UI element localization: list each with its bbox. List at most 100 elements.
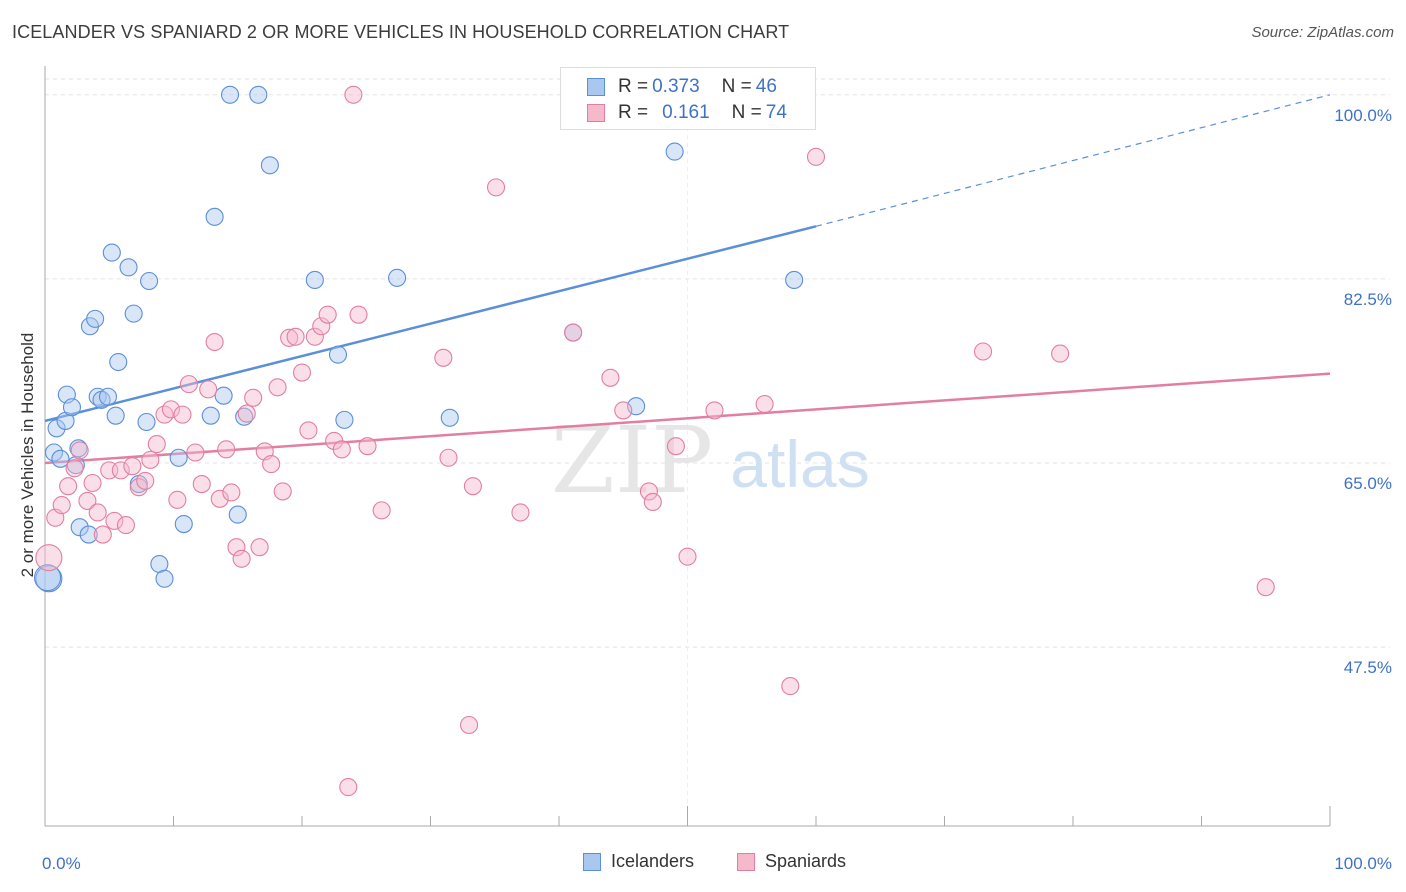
point-icelander	[440, 408, 459, 427]
point-spaniard	[643, 492, 662, 511]
legend-n-label: N =	[731, 102, 762, 123]
point-icelander	[140, 271, 159, 291]
point-spaniard	[83, 473, 102, 493]
tick-labels: 47.5% 65.0% 82.5% 100.0% 0.0% 100.0%	[42, 106, 1392, 873]
data-points	[34, 85, 1275, 797]
point-spaniard	[136, 471, 155, 490]
point-spaniard	[250, 538, 269, 557]
point-spaniard	[88, 503, 107, 522]
watermark-atlas: atlas	[730, 427, 869, 501]
y-axis-label: 2 or more Vehicles in Household	[18, 332, 37, 578]
point-spaniard	[273, 482, 292, 501]
point-spaniard	[179, 375, 198, 394]
point-spaniard	[678, 547, 697, 566]
legend-n-value: 46	[755, 76, 777, 97]
point-spaniard	[349, 305, 368, 324]
legend-item-icelanders[interactable]: Icelanders	[583, 851, 694, 872]
point-icelander	[214, 386, 233, 405]
point-spaniard	[705, 401, 724, 420]
point-spaniard	[147, 435, 166, 454]
y-tick-label: 65.0%	[1344, 474, 1392, 493]
point-spaniard	[292, 363, 312, 382]
point-icelander	[62, 398, 82, 417]
point-spaniard	[332, 440, 351, 459]
point-icelander	[305, 270, 324, 290]
legend-swatch-spaniards	[737, 852, 755, 871]
legend-n-label: N =	[721, 76, 752, 97]
legend-r-value: 0.373	[652, 76, 700, 97]
legend-item-spaniards[interactable]: Spaniards	[737, 851, 846, 872]
point-icelander	[106, 406, 125, 425]
point-spaniard	[205, 332, 224, 352]
point-spaniard	[286, 327, 305, 346]
stats-legend: R = 0.373 N = 46 R = 0.161 N = 74	[560, 67, 816, 130]
legend-swatch-spaniards	[587, 104, 605, 122]
legend-swatch-icelanders	[587, 78, 605, 96]
legend-r-value: 0.161	[662, 102, 710, 123]
y-tick-label: 82.5%	[1344, 290, 1392, 309]
point-spaniard	[601, 368, 620, 387]
point-spaniard	[123, 457, 142, 476]
legend-n-value: 74	[765, 102, 787, 123]
trend-lines	[44, 94, 1331, 465]
legend-r-label: R =	[618, 102, 649, 123]
point-icelander	[79, 525, 98, 544]
point-icelander	[388, 268, 407, 287]
point-icelander	[119, 258, 138, 277]
point-spaniard	[227, 538, 246, 557]
point-spaniard	[244, 388, 263, 407]
legend-swatch-icelanders	[583, 852, 601, 871]
series-legend: Icelanders Spaniards	[0, 851, 1406, 877]
point-spaniard	[755, 395, 774, 414]
point-spaniard	[639, 482, 659, 501]
source-label: Source: ZipAtlas.com	[1251, 24, 1394, 41]
point-spaniard	[806, 147, 826, 166]
point-spaniard	[52, 496, 71, 515]
point-spaniard	[141, 450, 160, 469]
point-spaniard	[262, 455, 281, 474]
point-icelander	[220, 85, 240, 104]
point-icelander	[98, 387, 118, 406]
point-spaniard	[116, 516, 136, 535]
point-icelander	[328, 345, 348, 364]
point-icelander	[124, 304, 143, 323]
point-spaniard	[186, 443, 205, 462]
chart-title: ICELANDER VS SPANIARD 2 OR MORE VEHICLES…	[12, 22, 790, 42]
point-spaniard	[486, 178, 506, 197]
point-icelander	[137, 412, 156, 432]
point-icelander	[102, 243, 121, 262]
point-icelander	[86, 309, 105, 328]
point-spaniard	[59, 477, 78, 496]
legend-row-icelanders: R = 0.373 N = 46	[587, 75, 777, 99]
point-icelander	[235, 407, 254, 426]
point-icelander	[665, 142, 684, 161]
point-spaniard	[35, 544, 63, 572]
point-icelander	[785, 270, 804, 290]
point-icelander	[260, 156, 279, 175]
point-spaniard	[168, 490, 187, 509]
point-spaniard	[70, 441, 89, 460]
point-spaniard	[459, 715, 479, 735]
point-icelander	[249, 85, 268, 104]
point-spaniard	[312, 317, 331, 336]
point-spaniard	[111, 461, 130, 480]
point-icelander	[155, 569, 174, 588]
point-spaniard	[439, 448, 458, 467]
point-spaniard	[305, 327, 324, 346]
point-spaniard	[318, 305, 337, 324]
point-spaniard	[78, 491, 97, 510]
point-icelander	[335, 410, 354, 429]
point-spaniard	[93, 525, 112, 544]
point-icelander	[51, 449, 70, 468]
point-spaniard	[217, 440, 236, 459]
point-spaniard	[564, 323, 583, 342]
point-icelander	[201, 406, 220, 425]
point-spaniard	[299, 421, 318, 440]
point-spaniard	[105, 511, 124, 530]
point-spaniard	[232, 549, 251, 568]
point-spaniard	[358, 437, 377, 456]
x-tick-label: 100.0%	[1334, 854, 1392, 873]
point-spaniard	[237, 404, 256, 423]
point-spaniard	[199, 380, 218, 399]
